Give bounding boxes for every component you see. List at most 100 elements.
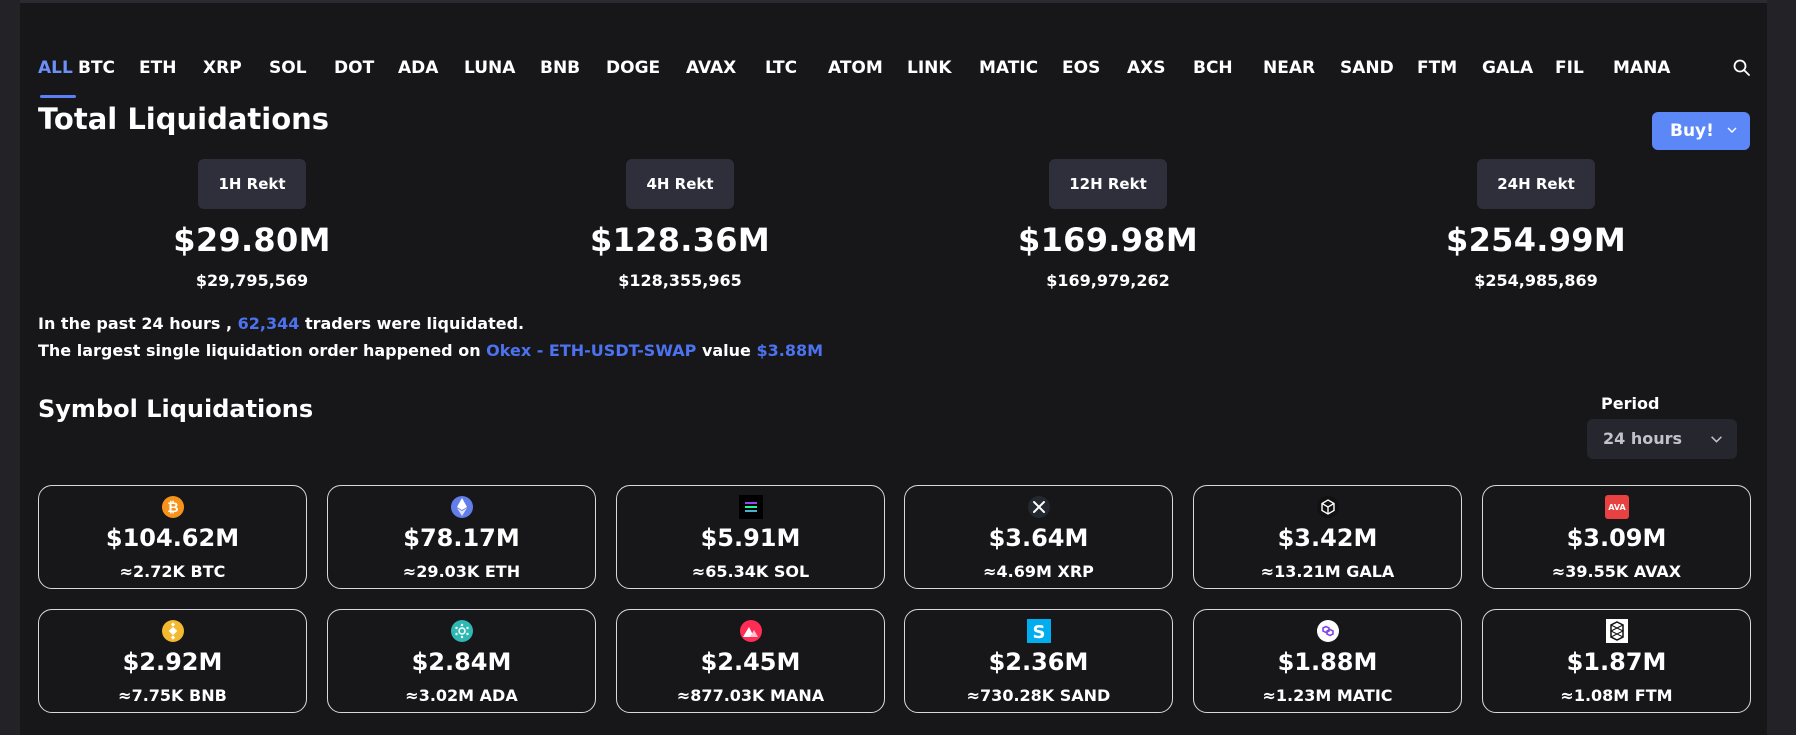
tab-avax[interactable]: AVAX <box>686 58 737 78</box>
svg-text:₿: ₿ <box>167 500 178 516</box>
tab-bch[interactable]: BCH <box>1193 58 1233 78</box>
period-label: Period <box>1601 394 1660 413</box>
symbol-card-quantity: ≈65.34K SOL <box>691 562 810 581</box>
xrp-icon <box>1027 495 1051 519</box>
symbol-card-amount: $2.36M <box>988 648 1089 676</box>
rekt-12h-exact: $169,979,262 <box>1046 271 1170 290</box>
search-icon[interactable] <box>1732 58 1752 78</box>
symbol-card-gala[interactable]: $3.42M ≈13.21M GALA <box>1193 485 1462 589</box>
symbol-card-quantity: ≈13.21M GALA <box>1260 562 1395 581</box>
symbol-card-xrp[interactable]: $3.64M ≈4.69M XRP <box>904 485 1173 589</box>
fantom-icon <box>1605 619 1629 643</box>
tab-doge[interactable]: DOGE <box>606 58 661 78</box>
symbol-card-eth[interactable]: $78.17M ≈29.03K ETH <box>327 485 596 589</box>
rekt-4h-amount: $128.36M <box>590 221 770 259</box>
symbol-liquidations-title: Symbol Liquidations <box>38 395 314 423</box>
tab-eos[interactable]: EOS <box>1062 58 1101 78</box>
tab-xrp[interactable]: XRP <box>203 58 242 78</box>
tab-sol[interactable]: SOL <box>269 58 307 78</box>
traders-info-prefix: In the past 24 hours , <box>38 314 233 333</box>
rekt-4h-badge: 4H Rekt <box>626 159 734 209</box>
symbol-card-ftm[interactable]: $1.87M ≈1.08M FTM <box>1482 609 1751 713</box>
cardano-icon <box>450 619 474 643</box>
symbol-card-sand[interactable]: S $2.36M ≈730.28K SAND <box>904 609 1173 713</box>
tab-ada[interactable]: ADA <box>398 58 439 78</box>
tab-axs[interactable]: AXS <box>1127 58 1166 78</box>
traders-count: 62,344 <box>237 314 300 333</box>
tab-near[interactable]: NEAR <box>1263 58 1316 78</box>
tab-luna[interactable]: LUNA <box>464 58 516 78</box>
symbol-card-amount: $78.17M <box>403 524 520 552</box>
rekt-4h: 4H Rekt $128.36M $128,355,965 <box>520 159 840 290</box>
largest-order-prefix: The largest single liquidation order hap… <box>38 341 481 360</box>
tab-atom[interactable]: ATOM <box>828 58 883 78</box>
symbol-card-amount: $1.88M <box>1277 648 1378 676</box>
rekt-1h: 1H Rekt $29.80M $29,795,569 <box>92 159 412 290</box>
rekt-1h-amount: $29.80M <box>173 221 331 259</box>
ethereum-icon <box>450 495 474 519</box>
largest-order-link[interactable]: Okex - ETH-USDT-SWAP <box>486 341 697 360</box>
symbol-card-quantity: ≈1.23M MATIC <box>1262 686 1393 705</box>
symbol-card-quantity: ≈1.08M FTM <box>1560 686 1673 705</box>
largest-order-line: The largest single liquidation order hap… <box>38 341 823 360</box>
symbol-card-amount: $5.91M <box>700 524 801 552</box>
tab-mana[interactable]: MANA <box>1613 58 1671 78</box>
symbol-card-amount: $2.92M <box>122 648 223 676</box>
symbol-card-matic[interactable]: $1.88M ≈1.23M MATIC <box>1193 609 1462 713</box>
right-gutter <box>1767 0 1796 735</box>
rekt-24h-exact: $254,985,869 <box>1474 271 1598 290</box>
tab-sand[interactable]: SAND <box>1340 58 1394 78</box>
symbol-card-amount: $2.45M <box>700 648 801 676</box>
window-top-border <box>0 0 1796 3</box>
largest-order-mid: value <box>701 341 751 360</box>
rekt-24h-badge: 24H Rekt <box>1477 159 1595 209</box>
gala-icon <box>1316 495 1340 519</box>
buy-button-label: Buy! <box>1670 121 1714 141</box>
symbol-card-ada[interactable]: $2.84M ≈3.02M ADA <box>327 609 596 713</box>
polygon-icon <box>1316 619 1340 643</box>
period-select-value: 24 hours <box>1603 429 1683 448</box>
symbol-card-amount: $3.42M <box>1277 524 1378 552</box>
tab-dot[interactable]: DOT <box>334 58 375 78</box>
coin-tabs: ALL BTC ETH XRP SOL DOT ADA LUNA BNB DOGE AVAX LTC A… <box>38 52 1677 102</box>
sandbox-icon: S <box>1026 619 1051 643</box>
symbol-card-mana[interactable]: $2.45M ≈877.03K MANA <box>616 609 885 713</box>
tab-gala[interactable]: GALA <box>1482 58 1534 78</box>
tab-bnb[interactable]: BNB <box>540 58 581 78</box>
tab-all[interactable]: ALL <box>38 52 78 98</box>
buy-dropdown-button[interactable]: Buy! <box>1652 112 1750 150</box>
rekt-12h-badge: 12H Rekt <box>1049 159 1167 209</box>
symbol-card-quantity: ≈3.02M ADA <box>405 686 518 705</box>
traders-info-suffix: traders were liquidated. <box>304 314 525 333</box>
symbol-card-amount: $1.87M <box>1566 648 1667 676</box>
symbol-card-btc[interactable]: ₿ $104.62M ≈2.72K BTC <box>38 485 307 589</box>
avax-icon: AVA <box>1604 495 1629 519</box>
tab-link[interactable]: LINK <box>907 58 952 78</box>
symbol-card-avax[interactable]: AVA $3.09M ≈39.55K AVAX <box>1482 485 1751 589</box>
symbol-card-quantity: ≈7.75K BNB <box>118 686 227 705</box>
tab-matic[interactable]: MATIC <box>979 58 1039 78</box>
rekt-24h: 24H Rekt $254.99M $254,985,869 <box>1376 159 1696 290</box>
svg-text:S: S <box>1032 622 1045 643</box>
bitcoin-icon: ₿ <box>161 495 185 519</box>
symbol-card-quantity: ≈4.69M XRP <box>983 562 1094 581</box>
chevron-down-icon <box>1727 127 1737 133</box>
solana-icon <box>738 495 763 519</box>
symbol-card-quantity: ≈39.55K AVAX <box>1551 562 1682 581</box>
tab-ftm[interactable]: FTM <box>1417 58 1458 78</box>
decentraland-icon <box>739 619 763 643</box>
rekt-1h-exact: $29,795,569 <box>195 271 309 290</box>
tab-btc[interactable]: BTC <box>78 58 116 78</box>
symbol-card-bnb[interactable]: $2.92M ≈7.75K BNB <box>38 609 307 713</box>
symbol-card-amount: $104.62M <box>105 524 240 552</box>
period-select[interactable]: 24 hours <box>1587 419 1737 459</box>
symbol-card-amount: $3.64M <box>988 524 1089 552</box>
symbol-card-quantity: ≈730.28K SAND <box>966 686 1111 705</box>
symbol-card-sol[interactable]: $5.91M ≈65.34K SOL <box>616 485 885 589</box>
largest-order-value: $3.88M <box>756 341 823 360</box>
svg-text:AVA: AVA <box>1608 503 1626 512</box>
tab-ltc[interactable]: LTC <box>765 58 798 78</box>
tab-fil[interactable]: FIL <box>1555 58 1584 78</box>
symbol-card-amount: $3.09M <box>1566 524 1667 552</box>
tab-eth[interactable]: ETH <box>139 58 177 78</box>
